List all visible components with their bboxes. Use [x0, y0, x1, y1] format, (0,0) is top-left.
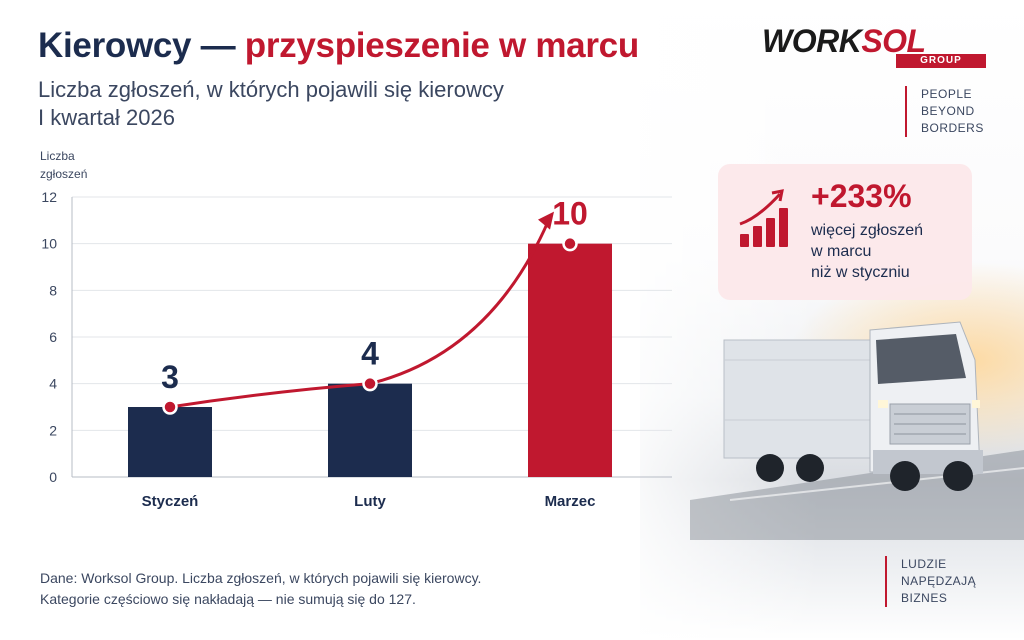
callout-text-line: w marcu	[811, 243, 872, 260]
callout-value: +233%	[811, 178, 912, 214]
background-fade	[600, 0, 820, 640]
data-label: 3	[161, 359, 179, 395]
x-tick-label: Styczeń	[142, 493, 199, 510]
y-tick-label: 8	[49, 282, 57, 298]
callout-text-line: więcej zgłoszeń	[811, 222, 924, 239]
y-tick-label: 10	[41, 236, 57, 252]
y-tick-label: 2	[49, 422, 57, 438]
trend-point	[162, 399, 178, 415]
callout-text-line: niż w styczniu	[811, 264, 910, 281]
bottom-tagline-line: BIZNES	[901, 591, 948, 605]
y-tick-label: 6	[49, 329, 57, 345]
data-label: 10	[552, 196, 588, 232]
worksol-logo: WORKSOL GROUP	[762, 23, 992, 68]
logo-text-sol: SOL	[861, 23, 926, 59]
subtitle-line-1: Liczba zgłoszeń, w których pojawili się …	[38, 77, 504, 102]
trend-arrow-head	[538, 211, 554, 230]
y-axis-title: zgłoszeń	[40, 167, 87, 181]
bottom-tagline: LUDZIE NAPĘDZAJĄ BIZNES	[885, 556, 976, 607]
rising-bar-chart-icon	[739, 189, 788, 247]
bottom-tagline-line: NAPĘDZAJĄ	[901, 574, 977, 588]
footnote: Dane: Worksol Group. Liczba zgłoszeń, w …	[40, 568, 481, 610]
tagline-line: BORDERS	[921, 121, 984, 135]
x-tick-label: Marzec	[545, 493, 596, 510]
growth-callout: +233% więcej zgłoszeń w marcu niż w styc…	[718, 164, 972, 300]
tagline: PEOPLE BEYOND BORDERS	[905, 86, 984, 137]
logo-group-badge: GROUP	[896, 54, 986, 68]
title-part-2: przyspieszenie w marcu	[244, 26, 639, 65]
bottom-tagline-line: LUDZIE	[901, 557, 947, 571]
bar	[528, 243, 612, 477]
y-tick-label: 4	[49, 376, 57, 392]
y-tick-label: 0	[49, 469, 57, 485]
data-label: 4	[361, 336, 379, 372]
logo-text-work: WORK	[762, 23, 862, 59]
x-tick-label: Luty	[354, 493, 386, 510]
footnote-line: Dane: Worksol Group. Liczba zgłoszeń, w …	[40, 570, 482, 586]
y-tick-label: 12	[41, 189, 57, 205]
subtitle-line-2: I kwartał 2026	[38, 105, 175, 130]
bar	[328, 383, 412, 477]
title-part-1: Kierowcy —	[38, 26, 245, 65]
page-title: Kierowcy — przyspieszenie w marcu	[38, 26, 639, 66]
tagline-line: PEOPLE	[921, 87, 973, 101]
trend-point	[362, 375, 378, 392]
callout-text: więcej zgłoszeń w marcu niż w styczniu	[811, 220, 961, 283]
footnote-line: Kategorie częściowo się nakładają — nie …	[40, 591, 416, 607]
y-axis-title: Liczba	[40, 149, 75, 163]
bar-chart: Liczba zgłoszeń 0 2 4 6 8 10 12 Styczeń 3 Luty 4 Marz…	[40, 149, 672, 510]
truck-illustration	[690, 321, 1024, 540]
subtitle: Liczba zgłoszeń, w których pojawili się …	[38, 76, 504, 132]
trend-line	[169, 221, 550, 409]
trend-point	[562, 235, 578, 252]
tagline-line: BEYOND	[921, 104, 975, 118]
bar	[128, 407, 212, 477]
